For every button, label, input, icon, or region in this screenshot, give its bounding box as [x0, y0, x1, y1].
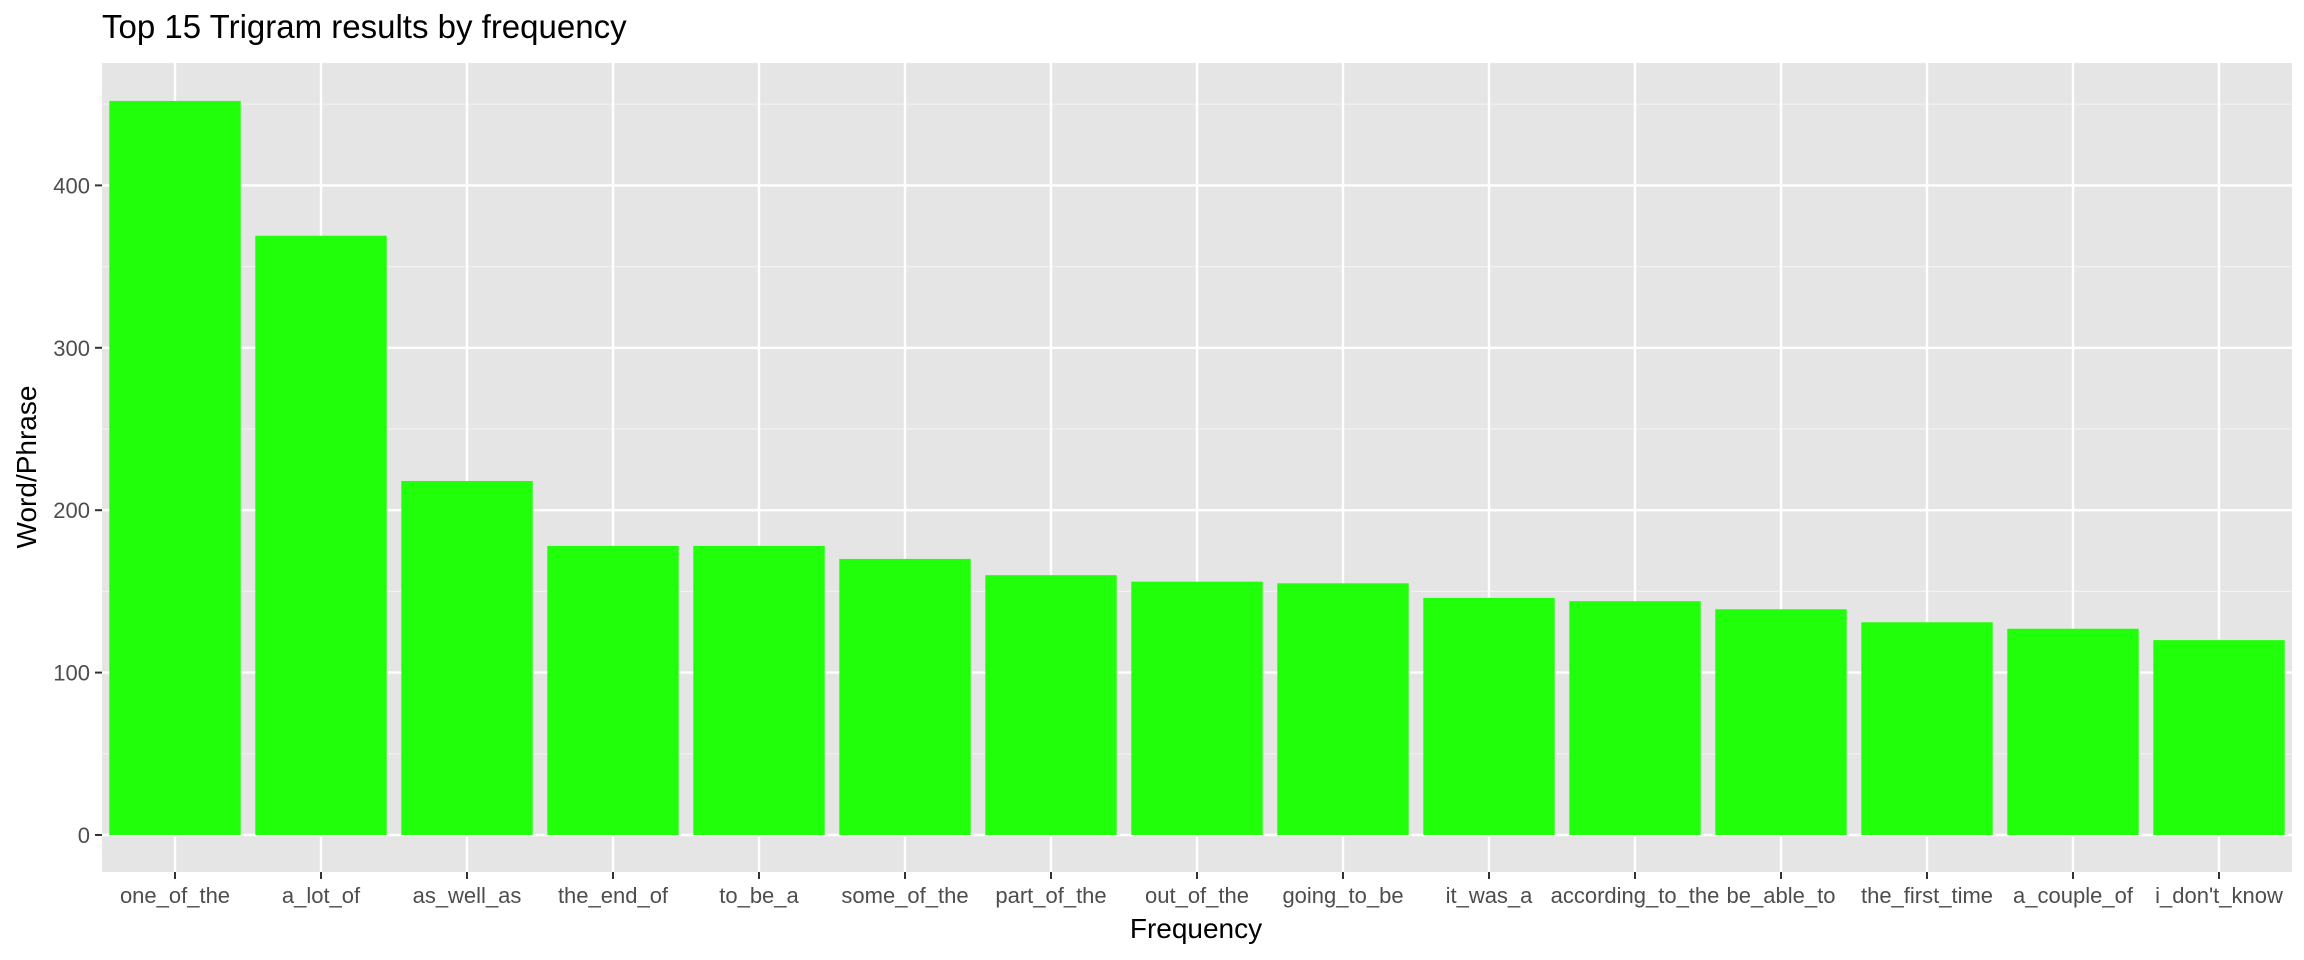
- bar: [1569, 601, 1701, 835]
- bar: [109, 100, 241, 835]
- x-tick-label: one_of_the: [120, 883, 230, 908]
- bar: [985, 575, 1117, 835]
- x-tick-label: it_was_a: [1446, 883, 1534, 908]
- y-tick-label: 300: [53, 336, 90, 361]
- bar: [2153, 640, 2285, 835]
- x-tick-label: part_of_the: [995, 883, 1106, 908]
- x-tick-label: the_end_of: [558, 883, 669, 908]
- bar: [693, 545, 825, 835]
- bar: [1277, 583, 1409, 835]
- bar: [1423, 597, 1555, 835]
- bar: [547, 545, 679, 835]
- x-tick-label: as_well_as: [413, 883, 522, 908]
- y-axis: 0 100 200 300 400: [53, 173, 102, 848]
- x-tick-label: out_of_the: [1145, 883, 1249, 908]
- y-tick-label: 200: [53, 498, 90, 523]
- y-axis-title: Word/Phrase: [11, 386, 42, 549]
- x-axis-title: Frequency: [1130, 913, 1262, 944]
- bars: [109, 100, 2285, 835]
- bar: [1131, 581, 1263, 835]
- bar: [1861, 622, 1993, 835]
- x-tick-label: going_to_be: [1282, 883, 1403, 908]
- bar: [2007, 628, 2139, 835]
- y-tick-label: 0: [78, 823, 90, 848]
- y-tick-label: 100: [53, 661, 90, 686]
- x-tick-label: i_don't_know: [2155, 883, 2283, 908]
- bar: [839, 558, 971, 835]
- bar: [1715, 609, 1847, 835]
- x-tick-label: according_to_the: [1551, 883, 1720, 908]
- x-tick-label: some_of_the: [841, 883, 968, 908]
- bar: [255, 235, 387, 835]
- x-tick-label: be_able_to: [1727, 883, 1836, 908]
- x-tick-label: to_be_a: [719, 883, 799, 908]
- x-tick-label: a_couple_of: [2013, 883, 2134, 908]
- x-axis: one_of_the a_lot_of as_well_as the_end_of to…: [120, 872, 2283, 908]
- chart-title: Top 15 Trigram results by frequency: [102, 8, 627, 45]
- y-tick-label: 400: [53, 173, 90, 198]
- x-tick-label: a_lot_of: [282, 883, 361, 908]
- bar: [401, 480, 533, 835]
- x-tick-label: the_first_time: [1861, 883, 1993, 908]
